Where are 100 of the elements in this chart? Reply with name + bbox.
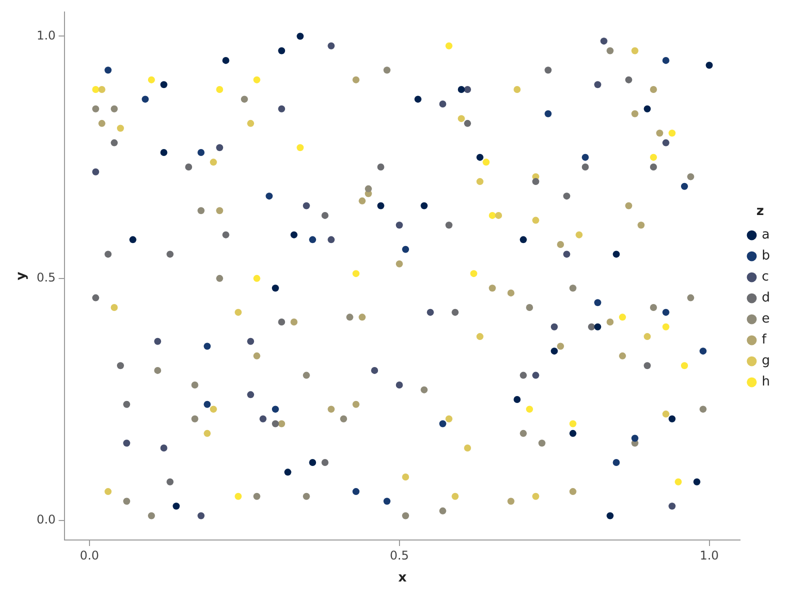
point [216,207,224,214]
point [92,168,100,176]
point [644,105,651,112]
point [445,42,452,50]
point [482,158,490,166]
point [172,502,180,510]
point [557,342,564,350]
point [402,474,410,481]
point [364,185,372,192]
point [92,86,100,94]
x-tick-label: 1.0 [700,548,719,562]
point [464,444,472,452]
point [210,406,217,413]
point [520,236,527,244]
point [198,207,205,214]
point [569,284,576,292]
x-axis-title: x [398,570,408,586]
point [606,47,614,54]
point [154,366,162,374]
point [625,202,632,210]
legend-label: a [762,228,770,243]
point [309,236,316,244]
point [148,512,155,520]
y-tick-label: 0.5 [36,270,56,285]
point [668,130,676,137]
point [693,478,700,486]
point [569,420,576,428]
legend-label: c [762,270,769,285]
point [662,323,670,330]
point [644,362,651,370]
point [352,400,360,408]
x-tick-label: 0.0 [80,548,100,562]
point [234,308,242,316]
point [606,318,614,326]
point [625,76,632,84]
x-tick-label: 0.5 [390,548,409,562]
point [110,105,118,112]
point [309,458,316,466]
point [191,381,198,388]
point [532,216,540,224]
point [514,86,521,94]
point [612,250,620,258]
point [618,352,626,360]
point [148,76,155,84]
point [247,391,254,398]
point [396,381,403,388]
point [104,250,112,258]
point [358,314,366,321]
point [98,86,106,94]
point [278,318,286,326]
point [290,318,298,326]
point [458,115,465,122]
point [104,66,112,74]
point [352,76,360,84]
point [191,415,198,422]
point [557,241,564,248]
point [644,333,651,340]
point [650,154,657,161]
point [495,212,502,219]
point [612,458,620,466]
point [476,178,484,186]
point [662,308,670,316]
point [352,270,360,278]
point [458,86,465,94]
point [544,66,552,74]
point [302,372,310,379]
y-tick-label: 1.0 [36,28,56,42]
point [129,236,136,244]
point [198,148,205,156]
legend-title: z [756,204,764,220]
legend-label: f [762,332,767,348]
point [98,120,106,127]
point [352,488,360,496]
legend-label: e [762,312,770,327]
point [247,338,254,345]
point [476,333,484,340]
point [377,164,384,171]
point [445,415,452,422]
point [650,304,657,311]
point [618,314,626,321]
point [662,410,670,418]
point [321,212,328,219]
point [253,274,260,282]
point [166,478,174,486]
point [488,212,496,219]
point [452,492,459,500]
point [426,308,434,316]
point [284,468,292,476]
point [420,386,428,394]
point [142,96,149,103]
point [247,120,254,127]
point [154,338,162,345]
point [526,304,534,311]
y-axis-title: y [14,271,30,280]
point [346,314,354,321]
point [123,440,130,447]
point [594,323,602,330]
point [272,420,279,428]
point [290,231,298,238]
point [216,274,224,282]
